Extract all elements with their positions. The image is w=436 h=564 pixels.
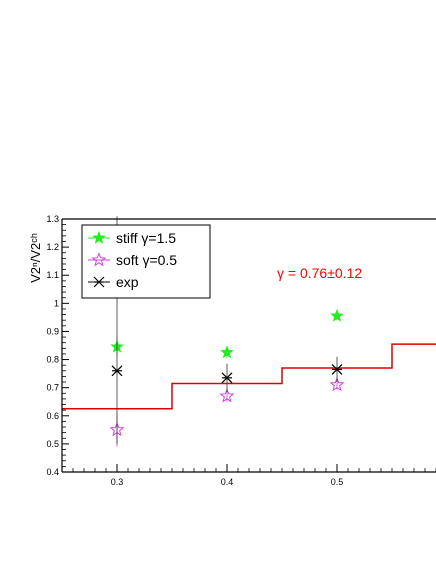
y-tick-label: 0.5: [46, 439, 59, 449]
x-tick-label: 0.4: [221, 477, 234, 487]
legend-entry: exp: [88, 274, 139, 290]
y-tick-label: 1.2: [46, 242, 59, 252]
y-tick-label: 1.3: [46, 214, 59, 224]
data-point: [330, 308, 344, 322]
y-tick-label: 0.7: [46, 383, 59, 393]
data-points: [109, 216, 345, 447]
marker-asterisk: [221, 372, 233, 384]
y-tick-label: 1: [54, 298, 59, 308]
legend-label: exp: [116, 274, 139, 290]
y-tick-label: 0.6: [46, 411, 59, 421]
marker-open-star: [91, 252, 107, 267]
y-tick-label: 0.8: [46, 355, 59, 365]
y-axis-label: V2ⁿ/V2ᶜʰ: [28, 233, 43, 283]
legend-entry: soft γ=0.5: [88, 252, 177, 268]
legend-label: soft γ=0.5: [116, 252, 177, 268]
x-axis-ticks: 0.3 0.4 0.5: [61, 464, 436, 487]
marker-asterisk: [111, 365, 123, 377]
legend-entry: stiff γ=1.5: [88, 230, 176, 246]
gamma-annotation: γ = 0.76±0.12: [277, 265, 362, 281]
y-axis-ticks: 0.4 0.5 0.6 0.7 0.8 0.9 1 1.1 1.2 1.3: [46, 214, 69, 477]
marker-filled-star: [220, 345, 234, 359]
marker-filled-star: [330, 308, 344, 322]
data-point: [220, 345, 234, 359]
step-line-series: [62, 343, 436, 410]
marker-asterisk: [93, 276, 105, 288]
data-point: [331, 356, 343, 383]
y-tick-label: 0.4: [46, 467, 59, 477]
legend: stiff γ=1.5 soft γ=0.5 exp: [81, 224, 211, 299]
x-tick-label: 0.5: [331, 477, 344, 487]
step-line: [62, 343, 436, 410]
legend-label: stiff γ=1.5: [116, 230, 176, 246]
marker-open-star: [219, 388, 235, 403]
data-point: [219, 388, 235, 403]
y-tick-label: 0.9: [46, 326, 59, 336]
y-tick-label: 1.1: [46, 270, 59, 280]
legend-items: stiff γ=1.5 soft γ=0.5 exp: [88, 230, 177, 290]
marker-filled-star: [92, 230, 106, 244]
marker-asterisk: [331, 363, 343, 375]
data-point: [221, 363, 233, 392]
x-tick-label: 0.3: [111, 477, 124, 487]
marker-open-star: [329, 376, 345, 392]
